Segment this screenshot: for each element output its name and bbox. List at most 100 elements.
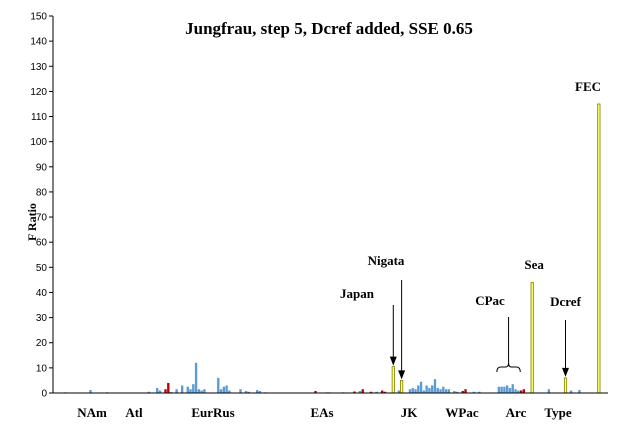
region-label: Atl [125, 405, 143, 420]
nigata-arrow-head [398, 370, 406, 380]
y-tick-label: 130 [30, 62, 47, 73]
bar [414, 389, 417, 393]
bar [428, 387, 431, 393]
bar [436, 387, 439, 393]
bar [563, 377, 568, 394]
region-label: Type [544, 405, 571, 420]
bar [408, 389, 412, 393]
bar [228, 390, 231, 393]
bar [158, 390, 162, 393]
bar [411, 387, 414, 393]
region-label: JK [401, 405, 419, 420]
y-tick-label: 140 [30, 37, 47, 48]
y-tick-label: 90 [36, 162, 48, 173]
dcref-arrow-head [562, 367, 570, 377]
y-axis: 0 10 20 30 40 50 60 70 80 90 100 110 120 130 140 150 [30, 12, 53, 400]
bar [258, 390, 262, 393]
bar [381, 390, 384, 393]
bar [89, 389, 92, 393]
y-tick-label: 80 [36, 187, 48, 198]
bar [506, 385, 509, 393]
bar [244, 390, 248, 393]
bar [189, 389, 192, 393]
y-tick-label: 100 [30, 137, 47, 148]
bar [181, 385, 184, 393]
bar [530, 282, 534, 394]
bar [522, 389, 526, 393]
bar [444, 389, 448, 393]
bar [461, 390, 464, 393]
bar [217, 377, 220, 393]
y-tick-label: 110 [31, 112, 47, 123]
bar [175, 389, 178, 393]
bar [164, 389, 167, 393]
region-labels: NAm Atl EurRus EAs JK WPac Arc Type [77, 405, 572, 420]
y-axis-label: F Ratio [25, 203, 39, 241]
bar [497, 386, 501, 393]
bar [456, 391, 459, 393]
bar [219, 389, 223, 393]
annotation-sea: Sea [524, 257, 544, 272]
bar [194, 362, 198, 393]
bar [358, 390, 362, 393]
bar [597, 103, 601, 394]
bar [500, 386, 503, 393]
bar [453, 390, 456, 393]
y-tick-label: 70 [36, 213, 48, 224]
bar [517, 390, 520, 393]
bar [167, 382, 170, 393]
bar [200, 390, 203, 393]
annotation-fec: FEC [575, 79, 601, 94]
y-tick-label: 0 [41, 389, 47, 400]
bar [383, 391, 387, 393]
bar [503, 386, 506, 393]
bar [147, 391, 151, 393]
japan-arrow-head [389, 356, 397, 366]
bar [353, 391, 356, 393]
region-label: Arc [506, 405, 527, 420]
bar [439, 389, 442, 393]
y-tick-label: 60 [36, 238, 48, 249]
y-tick-label: 40 [36, 288, 48, 299]
bar [186, 386, 189, 393]
bar [547, 389, 551, 393]
bar [578, 389, 581, 393]
bar [369, 391, 373, 393]
bar [400, 380, 404, 394]
region-label: WPac [445, 405, 478, 420]
bar [222, 386, 226, 393]
bar [511, 384, 514, 393]
bar [508, 387, 512, 393]
bar [361, 389, 364, 393]
bar [314, 390, 317, 393]
bar [192, 384, 195, 393]
bar-series [64, 103, 601, 394]
bar [197, 389, 201, 393]
bar [391, 366, 395, 394]
bar [419, 381, 423, 393]
region-label: EAs [310, 405, 333, 420]
bar [375, 391, 378, 393]
bar [203, 389, 206, 393]
region-label: EurRus [191, 405, 234, 420]
cpac-bracket [496, 362, 521, 373]
annotations: Japan Nigata CPac Sea Dcref FEC [340, 79, 601, 380]
bar [431, 385, 434, 393]
bar [569, 390, 573, 393]
y-tick-label: 10 [36, 363, 48, 374]
y-tick-label: 20 [36, 338, 48, 349]
y-tick-label: 50 [36, 263, 48, 274]
annotation-nigata: Nigata [368, 253, 405, 268]
bar [239, 389, 242, 393]
bar [256, 389, 259, 393]
bar [433, 379, 437, 393]
bar [422, 390, 426, 393]
bar [478, 391, 481, 393]
annotation-japan: Japan [340, 286, 375, 301]
bar [447, 389, 451, 393]
bar [247, 391, 251, 393]
bar [156, 387, 159, 393]
chart-title: Jungfrau, step 5, Dcref added, SSE 0.65 [185, 19, 473, 38]
bar [417, 385, 420, 393]
